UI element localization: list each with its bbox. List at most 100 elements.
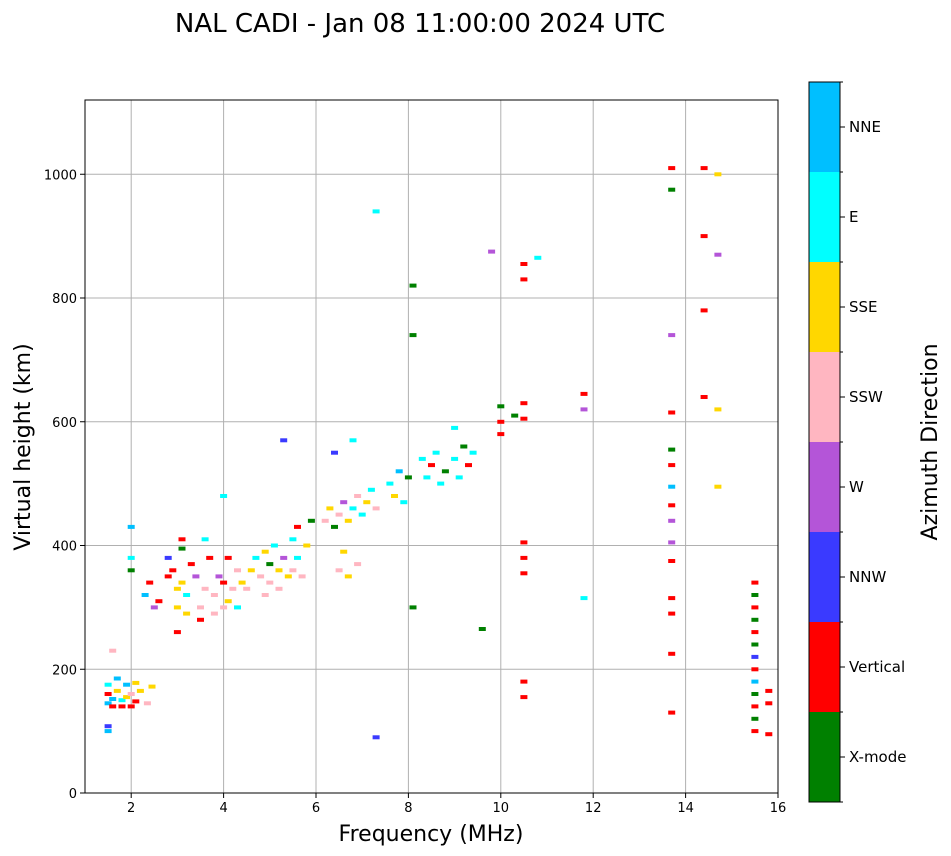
colorbar-category-label: NNE: [849, 118, 881, 136]
echo-point: [488, 249, 496, 254]
echo-point: [580, 391, 588, 396]
echo-point: [234, 568, 241, 573]
echo-point: [257, 574, 265, 579]
echo-point: [164, 555, 172, 560]
echo-point: [418, 456, 426, 461]
echo-point: [132, 680, 140, 685]
echo-point: [520, 571, 528, 576]
echo-point: [668, 710, 676, 715]
echo-point: [751, 593, 759, 597]
echo-point: [335, 568, 343, 573]
x-tick-label: 4: [219, 801, 227, 816]
echo-point: [201, 537, 209, 542]
echo-point: [344, 574, 352, 579]
echo-point: [173, 630, 181, 635]
echo-point: [400, 500, 408, 505]
echo-point: [326, 506, 334, 511]
echo-point: [372, 209, 380, 214]
echo-point: [441, 469, 449, 474]
colorbar-segment: [809, 442, 840, 532]
echo-point: [331, 524, 338, 529]
echo-point: [668, 463, 676, 468]
colorbar-category-label: Vertical: [849, 658, 905, 676]
echo-point: [751, 716, 759, 721]
echo-point: [252, 555, 260, 560]
echo-point: [247, 568, 255, 573]
echo-point: [349, 438, 357, 443]
echo-point: [700, 308, 708, 313]
echo-point: [289, 537, 297, 542]
echo-point: [668, 410, 676, 415]
colorbar-segment: [809, 712, 840, 802]
echo-point: [372, 735, 380, 740]
echo-point: [520, 695, 528, 700]
echo-point: [668, 503, 676, 508]
x-tick-label: 2: [127, 801, 135, 816]
echo-point: [668, 611, 676, 616]
echo-point: [173, 586, 181, 591]
echo-point: [224, 599, 232, 604]
echo-point: [349, 506, 357, 511]
echo-point: [354, 494, 362, 498]
echo-point: [668, 518, 676, 523]
x-tick-label: 6: [312, 801, 320, 816]
y-tick-label: 400: [52, 540, 77, 555]
echo-point: [580, 596, 588, 601]
echo-point: [280, 555, 288, 560]
echo-point: [183, 593, 191, 597]
echo-point: [520, 679, 528, 684]
echo-point: [668, 559, 676, 563]
colorbar-category-label: X-mode: [849, 748, 906, 766]
echo-point: [146, 580, 154, 585]
echo-point: [534, 255, 542, 260]
echo-point: [404, 475, 412, 480]
echo-point: [148, 684, 156, 689]
echo-point: [668, 596, 676, 601]
x-axis-ticks: 2 4 6 8 10 12 14 16: [127, 793, 786, 816]
echo-point: [220, 580, 228, 585]
x-tick-label: 12: [585, 801, 602, 816]
echo-point: [668, 484, 676, 489]
echo-point: [192, 574, 200, 579]
echo-point: [497, 432, 505, 437]
echo-point: [127, 555, 135, 560]
echo-point: [497, 419, 505, 424]
echo-point: [367, 487, 375, 492]
echo-point: [497, 404, 505, 409]
echo-point: [113, 676, 121, 681]
echo-point: [469, 450, 477, 455]
echo-point: [714, 484, 722, 489]
echo-point: [478, 627, 486, 631]
echo-point: [765, 732, 773, 737]
echo-point: [178, 546, 186, 551]
echo-point: [751, 630, 759, 635]
echo-point: [113, 688, 121, 693]
x-tick-label: 8: [404, 801, 412, 816]
echo-point: [303, 543, 311, 548]
echo-point: [109, 704, 117, 709]
echo-point: [197, 617, 204, 622]
y-tick-label: 600: [52, 416, 77, 431]
echo-point: [266, 580, 274, 585]
y-tick-label: 1000: [44, 168, 77, 183]
colorbar-segment: [809, 352, 840, 442]
echo-point: [751, 692, 759, 696]
echo-point: [150, 605, 158, 610]
x-tick-label: 14: [677, 801, 694, 816]
echo-point: [210, 611, 218, 616]
data-marks: [104, 166, 773, 740]
echo-point: [580, 407, 588, 412]
echo-point: [751, 729, 759, 734]
echo-point: [104, 701, 112, 706]
echo-point: [409, 333, 417, 338]
echo-point: [331, 450, 338, 455]
echo-point: [104, 692, 112, 696]
echo-point: [164, 574, 172, 579]
echo-point: [714, 407, 722, 412]
echo-point: [520, 416, 528, 421]
colorbar-category-label: SSE: [849, 298, 878, 316]
x-axis-label: Frequency (MHz): [339, 822, 524, 847]
echo-point: [465, 463, 472, 468]
colorbar-category-label: E: [849, 208, 858, 226]
